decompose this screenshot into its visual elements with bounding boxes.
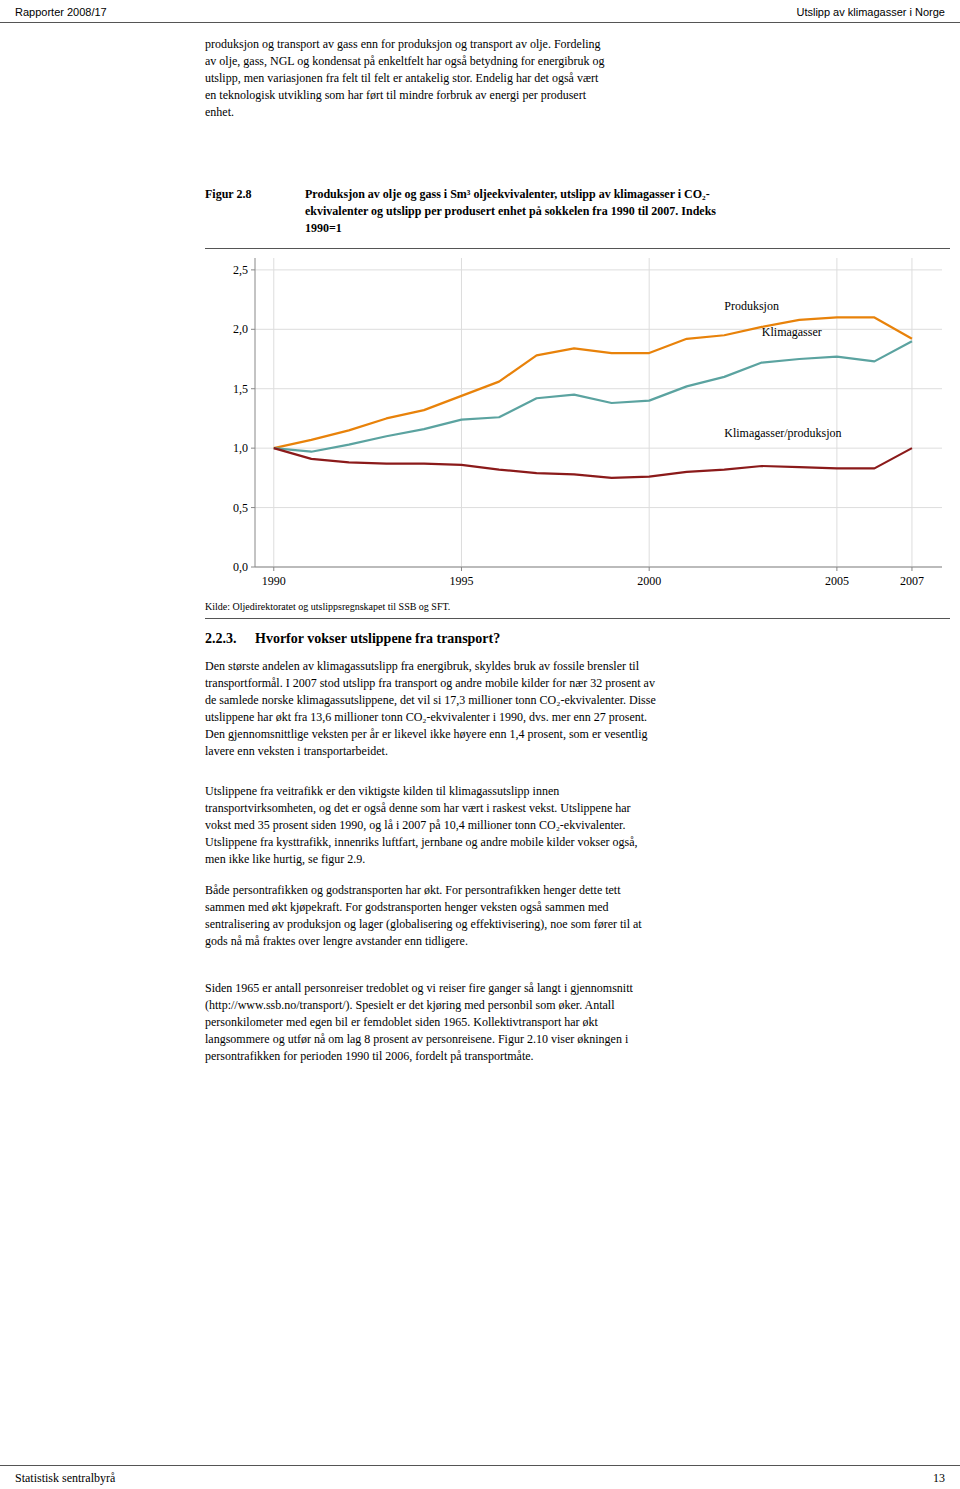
footer-rule — [0, 1465, 960, 1466]
y-tick — [251, 329, 255, 330]
x-tick — [649, 567, 650, 571]
y-tick-label: 0,5 — [233, 501, 248, 515]
page-number: 13 — [933, 1470, 945, 1487]
series-line — [274, 317, 912, 448]
chart-title: Produksjon av olje og gass i Sm³ oljeekv… — [305, 186, 716, 237]
page-header-right: Utslipp av klimagasser i Norge — [796, 5, 945, 19]
line-label: Klimagasser — [762, 325, 822, 339]
x-tick-label: 2005 — [825, 574, 849, 588]
y-tick-label: 2,5 — [233, 263, 248, 277]
x-axis-line — [255, 567, 942, 568]
y-grid-line — [255, 269, 942, 270]
lines — [274, 317, 912, 477]
grid — [255, 258, 942, 567]
y-grid-line — [255, 507, 942, 508]
intro-text: produksjon og transport av gass enn for … — [205, 36, 605, 121]
x-tick — [273, 567, 274, 571]
x-tick-label: 1995 — [449, 574, 473, 588]
figure-label: Figur 2.8 — [205, 186, 251, 203]
footer-left: Statistisk sentralbyrå — [15, 1470, 115, 1487]
source-text: Kilde: Oljedirektoratet og utslippsregns… — [205, 598, 450, 615]
y-tick — [251, 567, 255, 568]
x-tick-label: 2007 — [900, 574, 924, 588]
y-tick-label: 1,5 — [233, 382, 248, 396]
y-tick — [251, 388, 255, 389]
page-header-left: Rapporter 2008/17 — [15, 5, 107, 19]
source-rule — [205, 618, 950, 619]
y-tick-label: 1,0 — [233, 441, 248, 455]
chart: 0,0 0,5 1,0 1,5 2,0 2,5 1990 1995 2000 2005 2007 Pr… — [205, 250, 950, 595]
x-tick-label: 1990 — [262, 574, 286, 588]
x-tick — [911, 567, 912, 571]
y-grid-line — [255, 567, 942, 568]
x-tick — [461, 567, 462, 571]
y-tick — [251, 507, 255, 508]
x-grid-line — [911, 258, 912, 567]
chart-top-rule — [205, 248, 950, 249]
x-grid-line — [836, 258, 837, 567]
y-axis-line — [255, 258, 256, 567]
header-rule — [0, 22, 960, 23]
series-line — [274, 341, 912, 452]
y-tick — [251, 269, 255, 270]
line-label: Klimagasser/produksjon — [724, 426, 841, 440]
section-number: 2.2.3. — [205, 630, 237, 647]
body-paragraph: Siden 1965 er antall personreiser tredob… — [205, 980, 633, 1065]
body-paragraph: Utslippene fra veitrafikk er den viktigs… — [205, 783, 638, 868]
x-grid-line — [649, 258, 650, 567]
y-grid-line — [255, 329, 942, 330]
y-tick — [251, 448, 255, 449]
y-tick-label: 0,0 — [233, 560, 248, 574]
body-paragraph: Både persontrafikken og godstransporten … — [205, 882, 642, 950]
x-tick — [836, 567, 837, 571]
line-label: Produksjon — [724, 299, 779, 313]
series-line — [274, 448, 912, 478]
y-grid-line — [255, 448, 942, 449]
x-grid-line — [273, 258, 274, 567]
x-grid-line — [461, 258, 462, 567]
x-tick-label: 2000 — [637, 574, 661, 588]
y-tick-label: 2,0 — [233, 322, 248, 336]
body-paragraph: Den største andelen av klimagassutslipp … — [205, 658, 656, 760]
y-grid-line — [255, 388, 942, 389]
section-heading: Hvorfor vokser utslippene fra transport? — [248, 630, 500, 647]
